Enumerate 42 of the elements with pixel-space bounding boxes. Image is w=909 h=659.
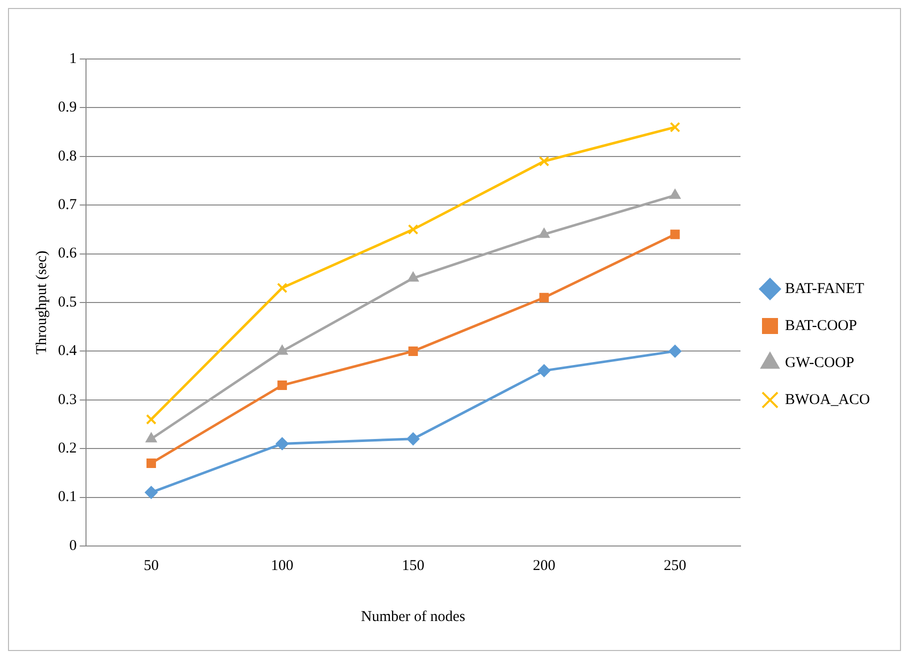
x-tick-label: 250 <box>664 558 686 574</box>
y-axis-title: Throughput (sec) <box>34 250 50 354</box>
x-tick-label: 150 <box>402 558 424 574</box>
y-tick-label: 0.2 <box>58 440 77 457</box>
y-tick-label: 0.7 <box>58 197 78 214</box>
x-tick-label: 50 <box>144 558 159 574</box>
x-axis-title: Number of nodes <box>361 608 466 625</box>
point <box>277 380 287 390</box>
point <box>538 156 550 167</box>
legend-label: GW-COOP <box>785 354 854 371</box>
point <box>538 364 551 378</box>
point <box>146 414 156 425</box>
legend-label: BAT-COOP <box>785 318 857 334</box>
x-tick-label: 200 <box>532 558 556 574</box>
x-tick-label: 100 <box>270 558 294 574</box>
point <box>146 432 157 442</box>
legend-label: BWOA_ACO <box>785 392 870 408</box>
point <box>276 437 289 450</box>
y-tick-label: 0.8 <box>58 148 77 164</box>
y-tick-label: 0.9 <box>58 100 77 116</box>
point <box>144 486 158 499</box>
point <box>406 432 420 446</box>
point <box>538 228 550 238</box>
point <box>407 272 419 282</box>
y-tick-label: 0.5 <box>58 294 77 310</box>
point <box>408 224 418 235</box>
y-tick-label: 0.3 <box>58 392 77 408</box>
y-tick-label: 0 <box>69 538 77 554</box>
point <box>669 188 681 199</box>
point <box>146 458 156 468</box>
y-tick-label: 0.1 <box>58 489 77 506</box>
point <box>668 344 682 358</box>
point <box>670 122 680 132</box>
y-tick-label: 0.4 <box>58 343 78 360</box>
y-tick-label: 1 <box>69 50 77 67</box>
point <box>276 344 288 355</box>
legend-label: BAT-FANET <box>785 280 864 297</box>
point <box>408 346 418 356</box>
point <box>670 230 680 240</box>
y-tick-label: 0.6 <box>58 246 78 262</box>
point <box>539 292 549 302</box>
point <box>276 282 288 294</box>
